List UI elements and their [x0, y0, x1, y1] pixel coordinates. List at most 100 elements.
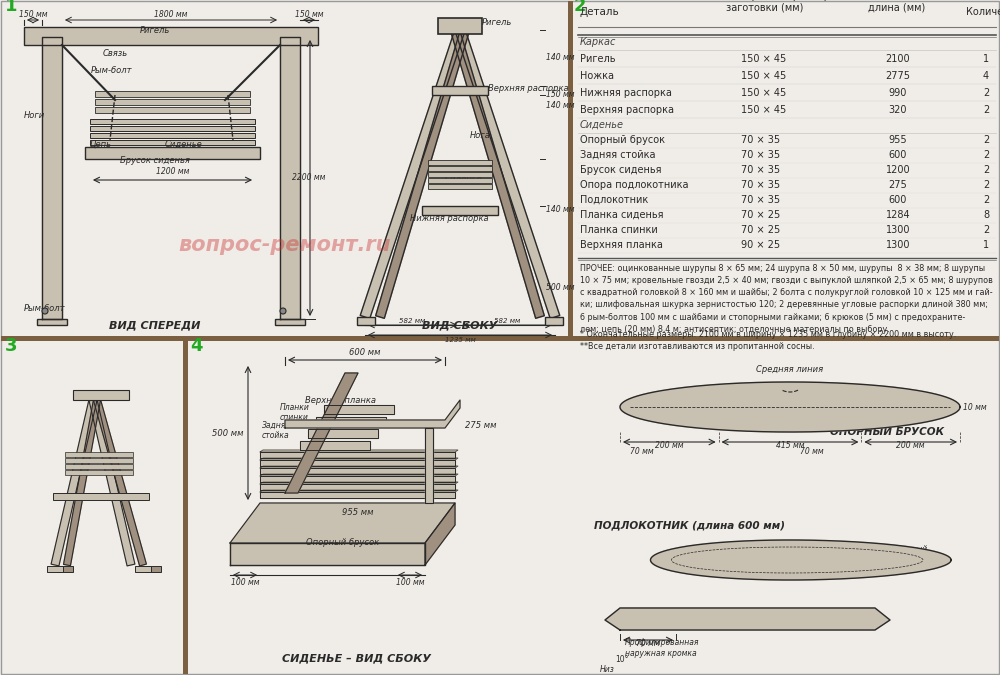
Text: 600: 600: [889, 150, 907, 160]
Bar: [90, 140, 255, 145]
Polygon shape: [89, 399, 135, 566]
Text: 2: 2: [983, 180, 989, 190]
Text: Планка спинки: Планка спинки: [580, 225, 658, 235]
Polygon shape: [451, 29, 544, 319]
Polygon shape: [376, 29, 469, 319]
Text: Ноги: Ноги: [24, 111, 45, 120]
Text: 500 мм: 500 мм: [212, 429, 244, 437]
Text: Верхняя распорка: Верхняя распорка: [580, 105, 674, 115]
Polygon shape: [280, 37, 300, 319]
Bar: [357, 317, 375, 325]
Text: 8: 8: [983, 210, 989, 220]
Polygon shape: [308, 429, 378, 438]
Text: 70 мм: 70 мм: [636, 639, 660, 648]
Bar: [428, 178, 492, 183]
Text: Ригель: Ригель: [140, 26, 170, 35]
Text: 150 мм: 150 мм: [546, 90, 574, 99]
Text: 600 мм: 600 мм: [349, 348, 381, 357]
Text: Нога: Нога: [470, 131, 491, 140]
Circle shape: [280, 308, 286, 314]
Text: Планки сиденья: Планки сиденья: [295, 469, 367, 478]
Text: Опорный брусок: Опорный брусок: [306, 538, 379, 547]
Bar: [53, 493, 149, 500]
Text: Рым-болт: Рым-болт: [370, 484, 412, 493]
Text: Нижняя распорка: Нижняя распорка: [580, 88, 672, 98]
Polygon shape: [620, 382, 960, 432]
Text: 70 × 25: 70 × 25: [741, 210, 780, 220]
Text: 2: 2: [983, 150, 989, 160]
Text: 2: 2: [983, 165, 989, 175]
Text: Каркас: Каркас: [580, 37, 616, 47]
Text: Ригель: Ригель: [580, 54, 616, 64]
Text: Подлокотник: Подлокотник: [340, 418, 399, 427]
Bar: [24, 27, 318, 45]
Text: Связь: Связь: [103, 49, 128, 58]
Text: Рым-болт: Рым-болт: [24, 304, 66, 313]
Text: Цепь: Цепь: [90, 140, 112, 149]
Bar: [145, 566, 161, 572]
Polygon shape: [260, 476, 455, 482]
Text: 70 мм: 70 мм: [800, 447, 824, 456]
Text: 320: 320: [889, 105, 907, 115]
Text: 582 мм: 582 мм: [494, 318, 521, 324]
Text: 4: 4: [190, 337, 202, 355]
Text: 1: 1: [983, 240, 989, 250]
Text: Сиденье: Сиденье: [580, 120, 624, 130]
Text: 2: 2: [574, 0, 586, 15]
Text: 150 мм: 150 мм: [295, 10, 323, 19]
Text: 70 мм: 70 мм: [630, 447, 654, 456]
Text: 1200: 1200: [886, 165, 910, 175]
Text: 140 мм: 140 мм: [546, 53, 574, 63]
Text: вопрос-ремонт.ru: вопрос-ремонт.ru: [179, 235, 391, 255]
Text: 2: 2: [983, 225, 989, 235]
Polygon shape: [260, 452, 455, 458]
Text: Верхняя распорка: Верхняя распорка: [488, 84, 569, 93]
Polygon shape: [260, 458, 458, 460]
Text: Сиденье: Сиденье: [445, 175, 483, 184]
Text: Низ: Низ: [600, 665, 615, 674]
Text: 70 × 25: 70 × 25: [741, 225, 780, 235]
Text: 2: 2: [983, 88, 989, 98]
Polygon shape: [260, 492, 455, 498]
Bar: [422, 206, 498, 215]
Text: Опорный брусок: Опорный брусок: [580, 135, 665, 145]
Text: 70 × 35: 70 × 35: [741, 150, 780, 160]
Text: 150 × 45: 150 × 45: [741, 54, 786, 64]
Text: 1: 1: [5, 0, 18, 15]
Text: Поперечные размеры
заготовки (мм): Поперечные размеры заготовки (мм): [726, 0, 838, 13]
Text: 2: 2: [983, 105, 989, 115]
Bar: [1, 336, 999, 341]
Polygon shape: [324, 405, 394, 414]
Text: Нижняя распорка: Нижняя распорка: [410, 214, 489, 223]
Polygon shape: [260, 482, 458, 484]
Bar: [428, 160, 492, 165]
Text: 275 мм: 275 мм: [465, 421, 496, 429]
Text: 205 мм: 205 мм: [270, 477, 302, 486]
Text: 2100: 2100: [886, 54, 910, 64]
Text: 150 × 45: 150 × 45: [741, 88, 786, 98]
Text: 955: 955: [889, 135, 907, 145]
Polygon shape: [455, 28, 560, 319]
Text: Деталь: Деталь: [580, 7, 620, 17]
Polygon shape: [260, 450, 458, 452]
Polygon shape: [260, 466, 458, 468]
Polygon shape: [605, 608, 890, 630]
Bar: [95, 91, 250, 97]
Polygon shape: [285, 373, 358, 493]
Text: 1200 мм: 1200 мм: [156, 167, 189, 176]
Bar: [428, 166, 492, 171]
Text: СИДЕНЬЕ – ВИД СБОКУ: СИДЕНЬЕ – ВИД СБОКУ: [283, 653, 432, 663]
Circle shape: [42, 308, 48, 314]
Text: 150 × 45: 150 × 45: [741, 105, 786, 115]
Text: 415 мм: 415 мм: [776, 441, 804, 450]
Text: 2200 мм: 2200 мм: [292, 173, 325, 182]
Text: 500 мм: 500 мм: [546, 283, 574, 292]
Text: 3: 3: [5, 337, 18, 355]
Polygon shape: [360, 28, 465, 319]
Bar: [95, 99, 250, 105]
Text: ВИД СБОКУ: ВИД СБОКУ: [422, 320, 498, 330]
Text: 10°: 10°: [335, 481, 350, 490]
Polygon shape: [425, 428, 433, 503]
Text: 200 мм: 200 мм: [896, 441, 925, 450]
Text: Верхняя планка: Верхняя планка: [305, 396, 376, 405]
